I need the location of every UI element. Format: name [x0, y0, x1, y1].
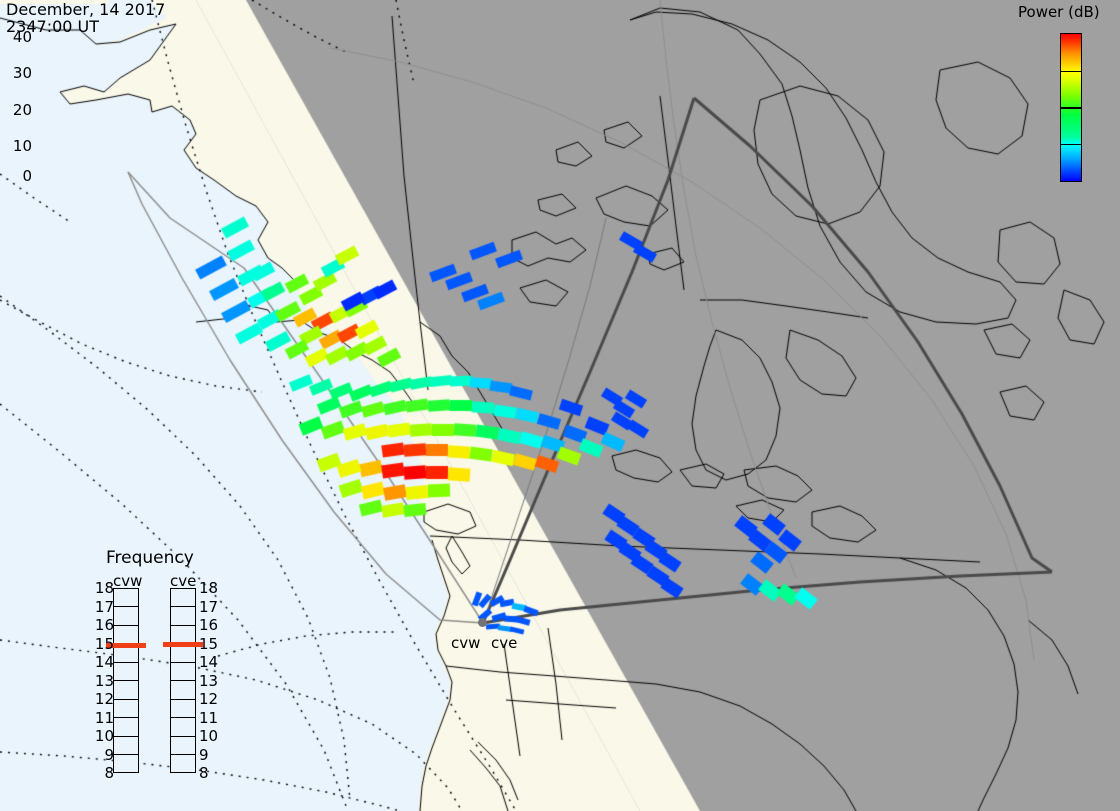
colorbar-title: Power (dB): [1018, 3, 1100, 21]
frequency-tick-13: 13: [94, 671, 114, 690]
frequency-tick-10: 10: [94, 727, 114, 745]
time-label: 2347:00 UT: [6, 17, 100, 36]
colorbar-tick-30: 30: [12, 64, 32, 82]
colorbar-tick-0: 0: [22, 167, 32, 185]
frequency-cell: [171, 717, 195, 719]
frequency-tick-14: 14: [94, 653, 114, 671]
colorbar-separator-10: [1061, 143, 1081, 145]
frequency-tick-11: 11: [94, 708, 114, 727]
frequency-tick-8: 8: [199, 764, 209, 782]
frequency-panel-title: Frequency: [106, 548, 194, 568]
colorbar-separator-30: [1061, 70, 1081, 72]
frequency-radar-name-cve: cve: [170, 572, 197, 590]
frequency-tick-16: 16: [199, 616, 219, 634]
frequency-tick-11: 11: [199, 708, 219, 727]
frequency-tick-15: 15: [94, 634, 114, 653]
colorbar-separator-20: [1061, 107, 1081, 109]
frequency-cell: [171, 698, 195, 700]
site-label-cve: cve: [491, 634, 518, 652]
frequency-tick-15: 15: [199, 634, 219, 653]
frequency-bar-cve: [170, 588, 196, 773]
frequency-cell: [171, 661, 195, 663]
colorbar-gradient: [1060, 33, 1082, 182]
frequency-tick-12: 12: [199, 690, 219, 708]
frequency-bar-cvw: [113, 588, 139, 773]
frequency-tick-16: 16: [94, 616, 114, 634]
frequency-radar-name-cvw: cvw: [113, 572, 143, 590]
radar-site-marker: [478, 618, 487, 627]
colorbar-tick-40: 40: [12, 28, 32, 46]
colorbar-tick-20: 20: [12, 101, 32, 119]
frequency-cell: [114, 624, 138, 626]
frequency-cell: [171, 624, 195, 626]
frequency-tick-9: 9: [104, 745, 114, 764]
frequency-cell: [114, 606, 138, 608]
timestamp-block: December, 14 2017 2347:00 UT: [6, 1, 165, 35]
frequency-marker-cvw: [106, 643, 146, 649]
frequency-tick-12: 12: [94, 690, 114, 708]
frequency-cell: [171, 680, 195, 682]
frequency-marker-cve: [163, 641, 203, 647]
frequency-cell: [114, 661, 138, 663]
frequency-cell: [114, 680, 138, 682]
frequency-tick-9: 9: [199, 745, 209, 764]
frequency-tick-18: 18: [199, 579, 219, 597]
frequency-tick-8: 8: [104, 764, 114, 782]
frequency-cell: [171, 735, 195, 737]
date-label: December, 14 2017: [6, 0, 166, 19]
frequency-cell: [171, 754, 195, 756]
frequency-tick-10: 10: [199, 727, 219, 745]
frequency-tick-14: 14: [199, 653, 219, 671]
frequency-cell: [114, 717, 138, 719]
frequency-cell: [114, 735, 138, 737]
frequency-cell: [114, 698, 138, 700]
frequency-cell: [171, 606, 195, 608]
frequency-cell: [114, 754, 138, 756]
frequency-tick-18: 18: [94, 579, 114, 597]
frequency-tick-13: 13: [199, 671, 219, 690]
site-label-cvw: cvw: [451, 634, 481, 652]
frequency-tick-17: 17: [199, 597, 219, 616]
colorbar-tick-10: 10: [12, 137, 32, 155]
frequency-tick-17: 17: [94, 597, 114, 616]
